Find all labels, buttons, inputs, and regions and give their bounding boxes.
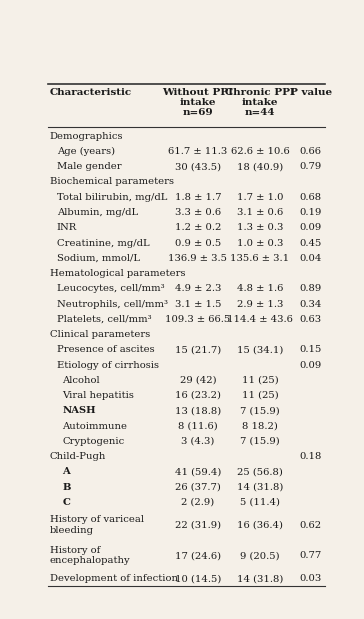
Text: Autoimmune: Autoimmune xyxy=(63,422,127,431)
Text: C: C xyxy=(63,498,70,507)
Text: Hematological parameters: Hematological parameters xyxy=(50,269,185,278)
Text: 1.7 ± 1.0: 1.7 ± 1.0 xyxy=(237,193,283,202)
Text: Viral hepatitis: Viral hepatitis xyxy=(63,391,134,400)
Text: Development of infection: Development of infection xyxy=(50,574,178,583)
Text: Albumin, mg/dL: Albumin, mg/dL xyxy=(57,208,138,217)
Text: 62.6 ± 10.6: 62.6 ± 10.6 xyxy=(230,147,289,156)
Text: Total bilirubin, mg/dL: Total bilirubin, mg/dL xyxy=(57,193,167,202)
Text: 0.15: 0.15 xyxy=(300,345,322,354)
Text: 0.09: 0.09 xyxy=(300,223,322,232)
Text: Creatinine, mg/dL: Creatinine, mg/dL xyxy=(57,238,149,248)
Text: A: A xyxy=(63,467,70,476)
Text: 10 (14.5): 10 (14.5) xyxy=(175,574,221,583)
Text: Male gender: Male gender xyxy=(57,162,122,171)
Text: Alcohol: Alcohol xyxy=(63,376,100,385)
Text: 18 (40.9): 18 (40.9) xyxy=(237,162,283,171)
Text: 9 (20.5): 9 (20.5) xyxy=(240,551,280,560)
Text: Presence of ascites: Presence of ascites xyxy=(57,345,154,354)
Text: Characteristic: Characteristic xyxy=(50,88,132,97)
Text: Biochemical parameters: Biochemical parameters xyxy=(50,178,174,186)
Text: 0.09: 0.09 xyxy=(300,360,322,370)
Text: Neutrophils, cell/mm³: Neutrophils, cell/mm³ xyxy=(57,300,168,308)
Text: 1.3 ± 0.3: 1.3 ± 0.3 xyxy=(237,223,283,232)
Text: Age (years): Age (years) xyxy=(57,147,115,156)
Text: 0.62: 0.62 xyxy=(300,521,322,530)
Text: Etiology of cirrhosis: Etiology of cirrhosis xyxy=(57,360,159,370)
Text: 0.68: 0.68 xyxy=(300,193,322,202)
Text: 7 (15.9): 7 (15.9) xyxy=(240,437,280,446)
Text: 136.9 ± 3.5: 136.9 ± 3.5 xyxy=(168,254,228,262)
Text: 0.9 ± 0.5: 0.9 ± 0.5 xyxy=(175,238,221,248)
Text: 0.04: 0.04 xyxy=(300,254,322,262)
Text: 3.3 ± 0.6: 3.3 ± 0.6 xyxy=(175,208,221,217)
Text: History of
encephalopathy: History of encephalopathy xyxy=(50,546,130,565)
Text: 25 (56.8): 25 (56.8) xyxy=(237,467,283,476)
Text: 11 (25): 11 (25) xyxy=(242,391,278,400)
Text: Demographics: Demographics xyxy=(50,132,123,141)
Text: 11 (25): 11 (25) xyxy=(242,376,278,385)
Text: 22 (31.9): 22 (31.9) xyxy=(175,521,221,530)
Text: Leucocytes, cell/mm³: Leucocytes, cell/mm³ xyxy=(57,284,165,293)
Text: 0.79: 0.79 xyxy=(300,162,322,171)
Text: 0.66: 0.66 xyxy=(300,147,322,156)
Text: 1.2 ± 0.2: 1.2 ± 0.2 xyxy=(175,223,221,232)
Text: P value: P value xyxy=(290,88,332,97)
Text: Cryptogenic: Cryptogenic xyxy=(63,437,125,446)
Text: 2 (2.9): 2 (2.9) xyxy=(181,498,214,507)
Text: Platelets, cell/mm³: Platelets, cell/mm³ xyxy=(57,315,151,324)
Text: 109.3 ± 66.5: 109.3 ± 66.5 xyxy=(165,315,230,324)
Text: 61.7 ± 11.3: 61.7 ± 11.3 xyxy=(168,147,228,156)
Text: 1.8 ± 1.7: 1.8 ± 1.7 xyxy=(175,193,221,202)
Text: 1.0 ± 0.3: 1.0 ± 0.3 xyxy=(237,238,283,248)
Text: 0.45: 0.45 xyxy=(300,238,322,248)
Text: Child-Pugh: Child-Pugh xyxy=(50,452,106,461)
Text: 16 (23.2): 16 (23.2) xyxy=(175,391,221,400)
Text: 0.03: 0.03 xyxy=(300,574,322,583)
Text: 4.8 ± 1.6: 4.8 ± 1.6 xyxy=(237,284,283,293)
Text: 135.6 ± 3.1: 135.6 ± 3.1 xyxy=(230,254,289,262)
Text: 2.9 ± 1.3: 2.9 ± 1.3 xyxy=(237,300,283,308)
Text: NASH: NASH xyxy=(63,406,96,415)
Text: 0.34: 0.34 xyxy=(300,300,322,308)
Text: Sodium, mmol/L: Sodium, mmol/L xyxy=(57,254,140,262)
Text: 16 (36.4): 16 (36.4) xyxy=(237,521,283,530)
Text: 0.18: 0.18 xyxy=(300,452,322,461)
Text: 5 (11.4): 5 (11.4) xyxy=(240,498,280,507)
Text: 17 (24.6): 17 (24.6) xyxy=(175,551,221,560)
Text: 3.1 ± 1.5: 3.1 ± 1.5 xyxy=(175,300,221,308)
Text: 14 (31.8): 14 (31.8) xyxy=(237,574,283,583)
Text: INR: INR xyxy=(57,223,77,232)
Text: Without PPI
intake
n=69: Without PPI intake n=69 xyxy=(162,88,233,118)
Text: 41 (59.4): 41 (59.4) xyxy=(175,467,221,476)
Text: 0.89: 0.89 xyxy=(300,284,322,293)
Text: History of variceal
bleeding: History of variceal bleeding xyxy=(50,516,144,535)
Text: 30 (43.5): 30 (43.5) xyxy=(175,162,221,171)
Text: 26 (37.7): 26 (37.7) xyxy=(175,483,221,491)
Text: 14 (31.8): 14 (31.8) xyxy=(237,483,283,491)
Text: 15 (34.1): 15 (34.1) xyxy=(237,345,283,354)
Text: 15 (21.7): 15 (21.7) xyxy=(175,345,221,354)
Text: 114.4 ± 43.6: 114.4 ± 43.6 xyxy=(227,315,293,324)
Text: Clinical parameters: Clinical parameters xyxy=(50,330,150,339)
Text: 3 (4.3): 3 (4.3) xyxy=(181,437,214,446)
Text: 0.19: 0.19 xyxy=(300,208,322,217)
Text: 8 (11.6): 8 (11.6) xyxy=(178,422,218,431)
Text: 0.77: 0.77 xyxy=(300,551,322,560)
Text: 4.9 ± 2.3: 4.9 ± 2.3 xyxy=(175,284,221,293)
Text: 29 (42): 29 (42) xyxy=(179,376,216,385)
Text: 0.63: 0.63 xyxy=(300,315,322,324)
Text: 13 (18.8): 13 (18.8) xyxy=(175,406,221,415)
Text: 3.1 ± 0.6: 3.1 ± 0.6 xyxy=(237,208,283,217)
Text: Chronic PPI
intake
n=44: Chronic PPI intake n=44 xyxy=(225,88,295,118)
Text: 7 (15.9): 7 (15.9) xyxy=(240,406,280,415)
Text: B: B xyxy=(63,483,71,491)
Text: 8 18.2): 8 18.2) xyxy=(242,422,278,431)
